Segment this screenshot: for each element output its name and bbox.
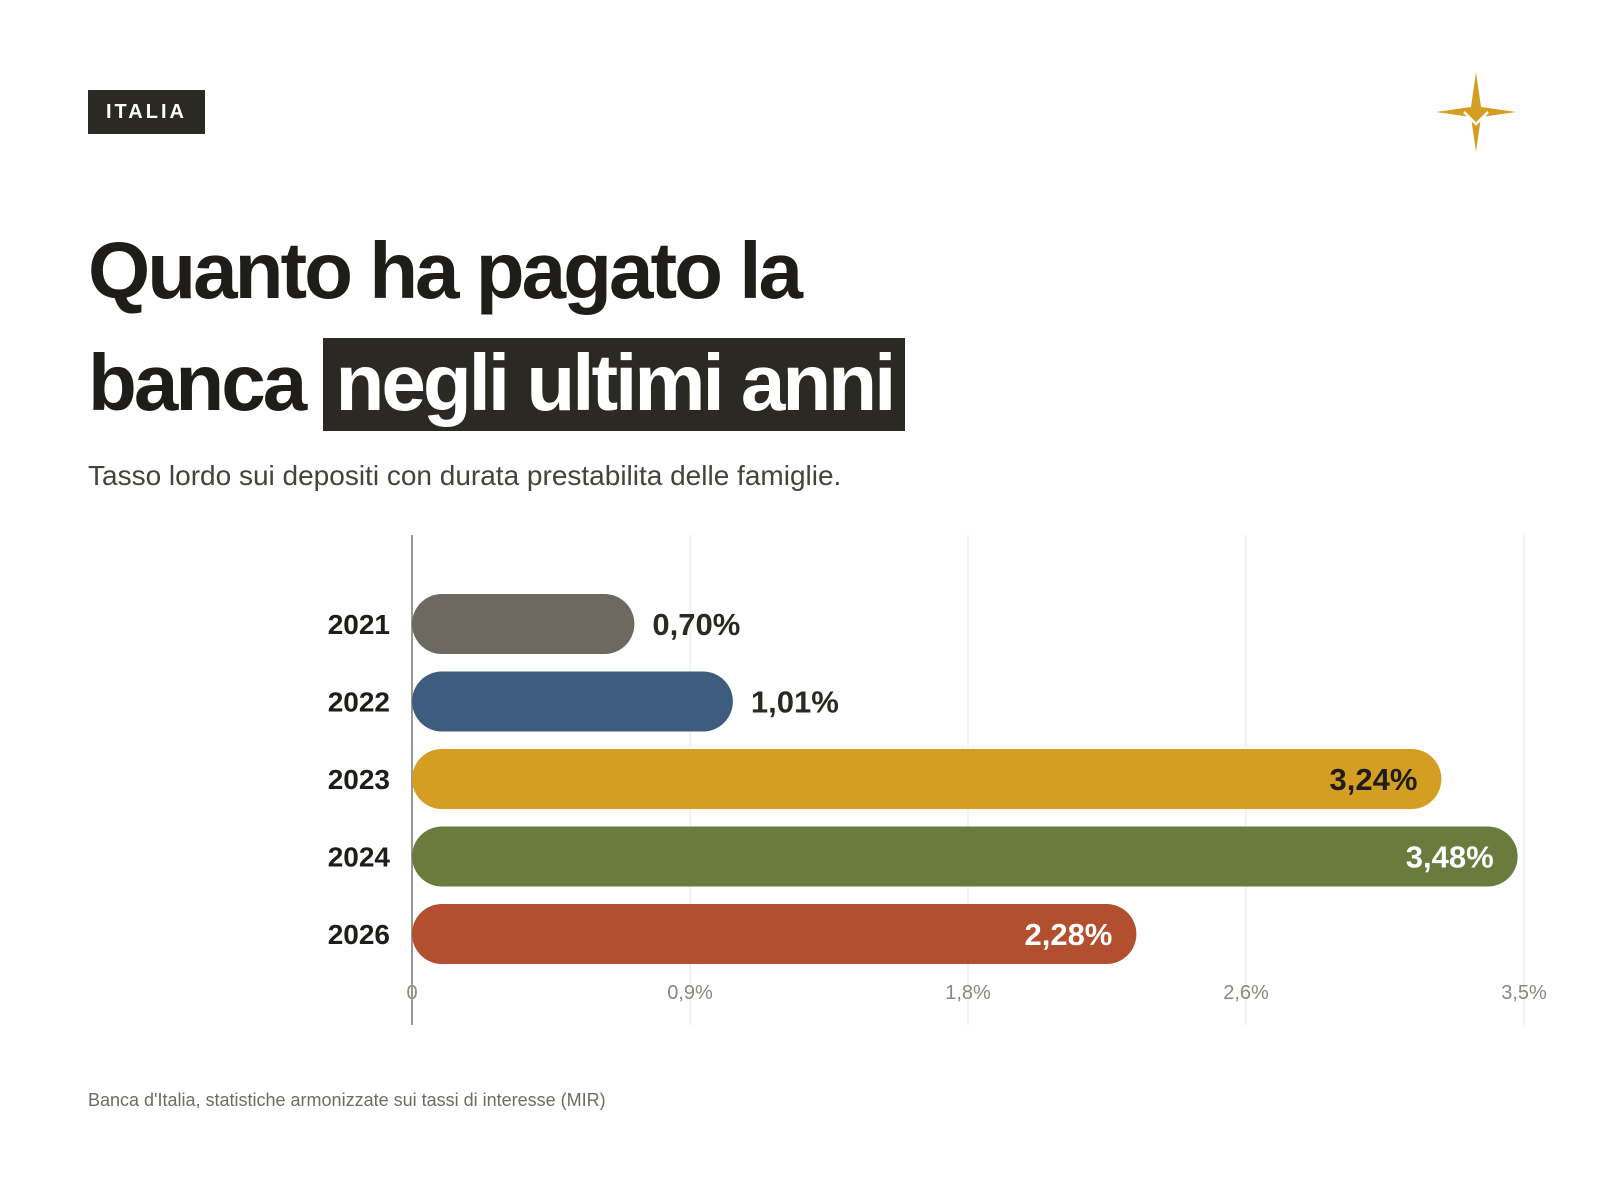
bar: [412, 904, 1137, 964]
source-note: Banca d'Italia, statistiche armonizzate …: [88, 1090, 606, 1110]
category-label: 2021: [328, 609, 390, 640]
category-label: 2023: [328, 764, 390, 795]
bar: [412, 749, 1442, 809]
value-label: 1,01%: [751, 685, 839, 720]
bar-chart: 00,9%1,8%2,6%3,5%20210,70%20221,01%20233…: [328, 535, 1547, 1025]
x-tick-label: 2,6%: [1223, 982, 1269, 1004]
category-label: 2024: [328, 842, 391, 873]
x-tick-label: 3,5%: [1501, 982, 1547, 1004]
title-highlight: negli ultimi anni: [323, 338, 906, 431]
x-tick-label: 1,8%: [945, 982, 991, 1004]
chart-subtitle: Tasso lordo sui depositi con durata pres…: [88, 460, 842, 491]
value-label: 3,48%: [1406, 840, 1494, 875]
value-label: 0,70%: [652, 607, 740, 642]
title-line-1: Quanto ha pagato la: [88, 226, 803, 315]
bar: [412, 594, 635, 654]
title-line-2-plain: banca: [88, 338, 307, 427]
category-label: 2022: [328, 687, 390, 718]
value-label: 2,28%: [1024, 917, 1112, 952]
bar: [412, 671, 733, 732]
value-label: 3,24%: [1329, 762, 1417, 797]
four-point-star-icon: [1436, 72, 1516, 152]
country-tag: ITALIA: [88, 90, 205, 134]
category-label: 2026: [328, 919, 390, 950]
x-tick-label: 0,9%: [667, 982, 713, 1004]
bar: [412, 826, 1518, 887]
page-title: Quanto ha pagato la banca negli ultimi a…: [88, 215, 906, 439]
